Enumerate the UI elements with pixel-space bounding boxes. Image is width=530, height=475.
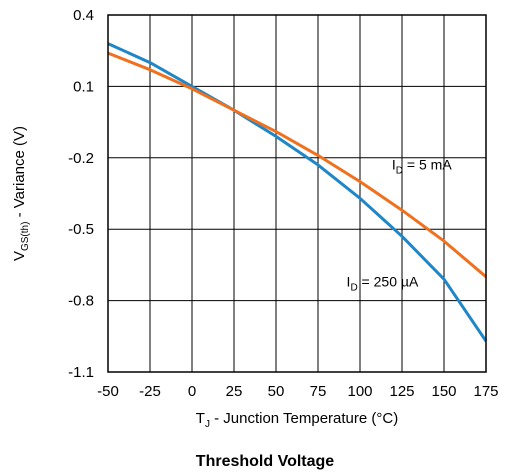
series-label-0: ID = 250 µA xyxy=(347,273,419,293)
x-tick-label: 25 xyxy=(226,383,243,400)
series-label-1: ID = 5 mA xyxy=(392,157,452,177)
series-line-1 xyxy=(107,51,487,278)
plot-frame xyxy=(107,14,487,373)
x-tick-label: -50 xyxy=(97,383,119,400)
x-tick-label: 100 xyxy=(347,383,372,400)
x-tick-label: -25 xyxy=(139,383,161,400)
x-tick-labels: -50 -25 0 25 50 75 100 125 150 175 xyxy=(97,383,498,400)
y-tick-label: -0.8 xyxy=(68,293,94,310)
series-line-0 xyxy=(107,42,488,342)
x-tick-label: 125 xyxy=(389,383,414,400)
y-tick-label: -0.2 xyxy=(68,150,94,167)
x-tick-label: 75 xyxy=(310,383,327,400)
series-layer xyxy=(107,42,488,342)
x-axis-title: TJ - Junction Temperature (°C) xyxy=(196,410,398,430)
y-tick-label: -1.1 xyxy=(68,364,94,381)
y-tick-label: 0.1 xyxy=(73,78,94,95)
y-tick-labels: 0.4 0.1 -0.2 -0.5 -0.8 -1.1 xyxy=(68,7,94,381)
x-tick-label: 175 xyxy=(473,383,498,400)
y-axis-title: VGS(th) - Variance (V) xyxy=(11,126,31,261)
x-tick-label: 150 xyxy=(431,383,456,400)
chart-caption: Threshold Voltage xyxy=(196,453,334,470)
x-tick-label: 50 xyxy=(268,383,285,400)
series-labels: ID = 250 µA ID = 5 mA xyxy=(347,157,453,294)
grid xyxy=(107,14,487,373)
y-tick-label: 0.4 xyxy=(73,7,94,24)
y-tick-label: -0.5 xyxy=(68,221,94,238)
x-tick-label: 0 xyxy=(188,383,196,400)
